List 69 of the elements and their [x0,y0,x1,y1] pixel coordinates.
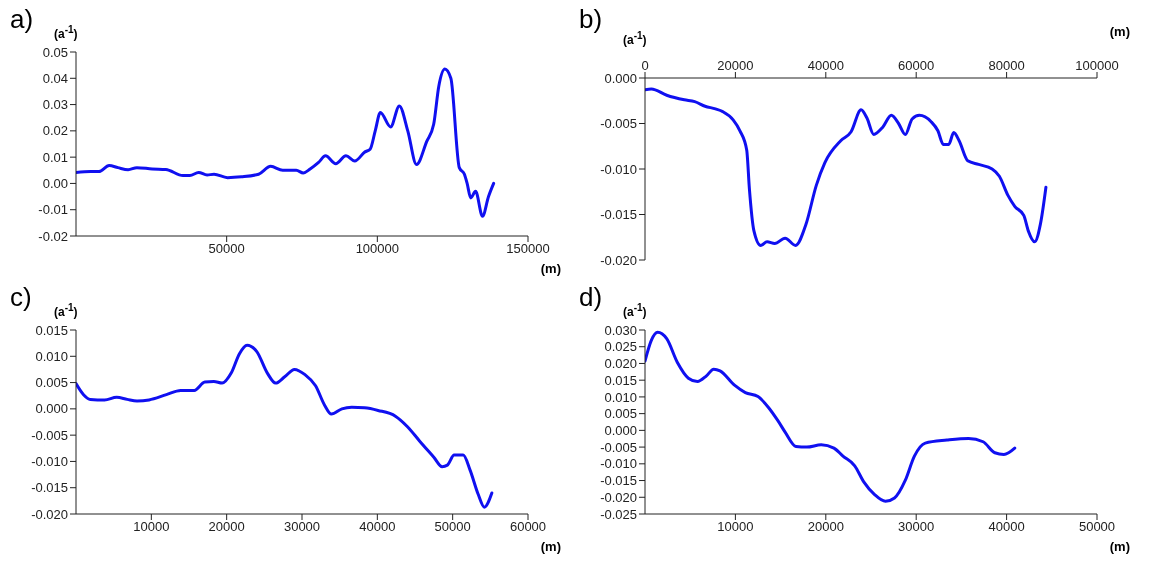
y-tick-label: -0.005 [600,116,637,132]
x-tick-label: 50000 [208,241,245,257]
x-tick-label: 10000 [717,519,754,535]
y-tick-label: 0.01 [42,149,68,165]
y-axis-title: (a$^{-1}$) [623,30,647,47]
x-tick-label: 40000 [988,519,1025,535]
y-tick-label: 0.04 [42,70,68,86]
y-tick-label: 0.015 [604,372,637,388]
y-tick-label: 0.000 [604,70,637,86]
y-tick-label: 0.000 [604,422,637,438]
y-tick-label: -0.020 [600,489,637,505]
y-tick-label: 0.05 [42,44,68,60]
y-tick-label: -0.010 [31,454,68,470]
x-tick-label: 30000 [898,519,935,535]
x-tick-label: 100000 [355,241,400,257]
x-axis-title: (m) [540,539,561,554]
x-tick-label: 20000 [208,519,245,535]
y-tick-label: -0.010 [600,456,637,472]
y-tick-label: -0.02 [38,228,68,244]
y-tick-label: 0.020 [604,356,637,372]
chart-title: c) [10,282,32,313]
line-series [76,343,494,509]
line-series [76,67,496,218]
x-tick-label: 20000 [717,58,754,73]
y-tick-label: 0.02 [42,123,68,139]
y-tick-label: 0.005 [35,375,68,391]
line-series [645,87,1048,247]
x-tick-label: 100000 [1075,58,1119,73]
y-tick-label: -0.025 [600,506,637,522]
x-axis-title: (m) [540,261,561,276]
x-tick-label: 60000 [898,58,935,73]
x-axis-title: (m) [1109,539,1130,554]
chart-title: d) [579,282,603,313]
x-tick-label: 0 [641,58,649,73]
y-tick-label: -0.015 [31,480,68,496]
x-tick-label: 10000 [133,519,170,535]
y-tick-label: 0.025 [604,339,637,355]
y-tick-label: -0.005 [31,427,68,443]
y-axis-title: (a$^{-1}$) [623,302,647,319]
y-tick-label: 0.010 [35,348,68,364]
x-tick-label: 50000 [1078,519,1116,535]
chart-title: a) [10,4,34,35]
y-tick-label: -0.015 [600,473,637,489]
x-tick-label: 150000 [506,241,550,257]
chart-title: b) [579,4,603,35]
x-tick-label: 50000 [434,519,471,535]
x-tick-label: 80000 [988,58,1025,73]
y-tick-label: -0.020 [600,252,637,268]
x-tick-label: 20000 [807,519,844,535]
y-tick-label: 0.00 [42,176,68,192]
x-tick-label: 40000 [807,58,844,73]
x-axis-title: (m) [1109,24,1130,39]
x-tick-label: 60000 [509,519,547,535]
y-axis-title: (a$^{-1}$) [54,302,78,319]
y-tick-label: -0.015 [600,207,637,223]
x-tick-label: 40000 [359,519,396,535]
y-tick-label: -0.020 [31,506,68,522]
y-axis-title: (a$^{-1}$) [54,24,78,41]
y-tick-label: 0.03 [42,97,68,113]
y-tick-label: -0.010 [600,161,637,177]
y-tick-label: 0.030 [604,322,637,338]
y-tick-label: 0.015 [35,322,68,338]
y-tick-label: -0.01 [38,202,68,218]
y-tick-label: -0.005 [600,439,637,455]
line-series [645,330,1017,503]
y-tick-label: 0.010 [604,389,637,405]
x-tick-label: 30000 [283,519,321,535]
y-tick-label: 0.005 [604,406,637,422]
y-tick-label: 0.000 [35,401,68,417]
